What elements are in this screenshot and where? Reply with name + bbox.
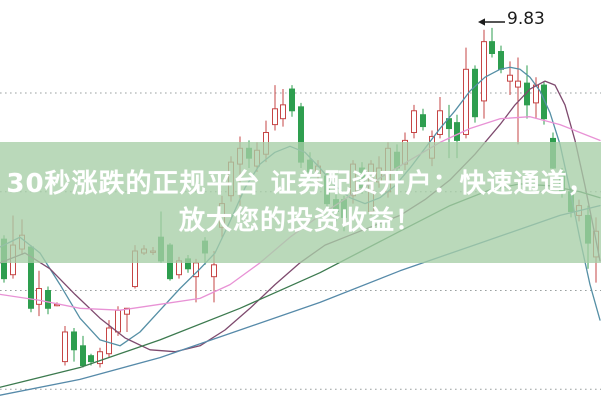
candle-body [106,327,112,355]
candle-body [454,122,460,141]
ad-banner-line2: 放大您的投资收益！ [178,205,422,236]
candle-body [115,309,121,333]
price-annotation-label: 9.83 [507,9,545,29]
candle-body [62,331,68,363]
candle-body [515,80,521,88]
candle-body [498,51,504,70]
ad-banner: 30秒涨跌的正规平台 证券配资开户：快速通道， 放大您的投资收益！ [0,142,601,263]
candle-body [45,290,51,309]
candle-body [472,68,478,118]
candle-body [280,104,286,120]
candle-body [36,288,42,305]
ad-banner-line1: 30秒涨跌的正规平台 证券配资开户：快速通道， [6,168,595,199]
candle-body [289,88,295,112]
candle-body [420,114,426,128]
candle-body [97,351,103,365]
candle-body [411,110,417,134]
candle-body [481,41,487,102]
candle-body [80,345,86,367]
candle-body [124,307,130,315]
candle-body [211,264,217,278]
candle-body [541,84,547,120]
candle-body [88,355,94,363]
annotation-arrow-head [478,18,485,26]
candle-body [463,68,469,135]
candle-body [272,108,278,126]
candle-body [71,331,77,351]
candle-body [437,110,443,135]
candle-body [507,74,513,82]
candle-body [489,41,495,55]
